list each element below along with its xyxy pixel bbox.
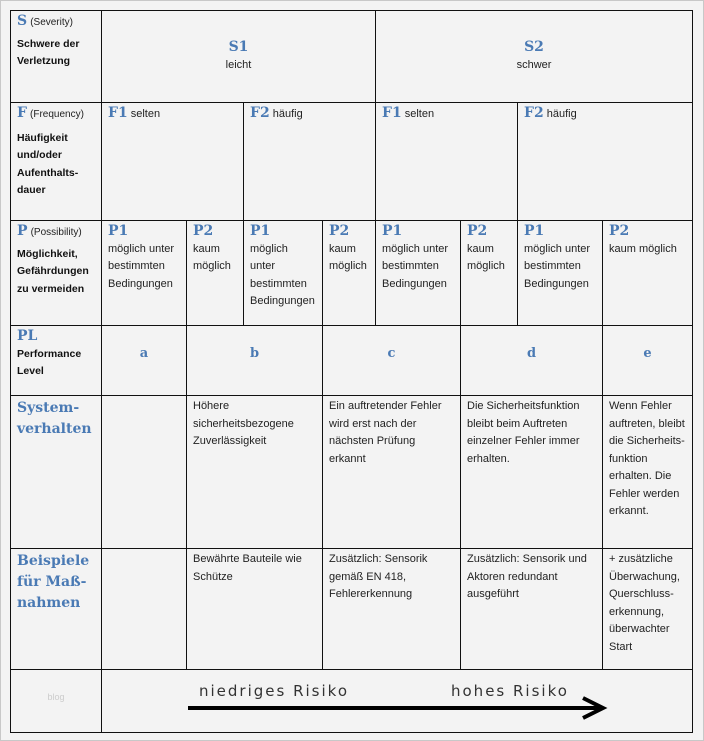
possibility-code: P1 bbox=[108, 223, 129, 239]
frequency-text: häufig bbox=[546, 108, 577, 120]
examples-text: Bewährte Bauteile wie Schütze bbox=[193, 553, 302, 583]
pl-level-cell: e bbox=[602, 325, 693, 396]
pl-letter: PL bbox=[17, 328, 38, 344]
possibility-code: P2 bbox=[329, 223, 350, 239]
pl-level-cell: c bbox=[322, 325, 461, 396]
possibility-cell: P1 möglich unter bestimmten Bedingungen bbox=[101, 220, 187, 326]
pl-level: a bbox=[139, 346, 149, 361]
examples-cell: Bewährte Bauteile wie Schütze bbox=[186, 548, 323, 670]
pl-level-cell: d bbox=[460, 325, 603, 396]
frequency-en: (Frequency) bbox=[30, 109, 84, 120]
frequency-code: F2 bbox=[524, 105, 544, 121]
possibility-cell: P2 kaum möglich bbox=[322, 220, 376, 326]
possibility-cell: P1 möglich unter bestimmten Bedingungen bbox=[517, 220, 603, 326]
examples-cell bbox=[101, 548, 187, 670]
s2-cell: S2 schwer bbox=[375, 10, 693, 103]
system-cell: Höhere sicherheitsbezogene Zuverlässigke… bbox=[186, 395, 323, 549]
examples-text: Zusätzlich: Sensorik und Aktoren redunda… bbox=[467, 553, 587, 600]
system-text: Ein auftretender Fehler wird erst nach d… bbox=[329, 400, 442, 465]
examples-cell: Zusätzlich: Sensorik gemäß EN 418, Fehle… bbox=[322, 548, 461, 670]
severity-en: (Severity) bbox=[30, 17, 73, 28]
possibility-cell: P2 kaum möglich bbox=[602, 220, 693, 326]
possibility-cell: P1 möglich unter bestimmten Bedingungen bbox=[243, 220, 323, 326]
possibility-code: P1 bbox=[382, 223, 403, 239]
low-risk-label: niedriges Risiko bbox=[199, 682, 349, 700]
s2-code: S2 bbox=[524, 39, 544, 55]
possibility-code: P2 bbox=[193, 223, 214, 239]
frequency-label-cell: F (Frequency) Häufigkeit und/oder Aufent… bbox=[10, 102, 102, 221]
footer-left-cell: blog bbox=[10, 669, 102, 733]
possibility-text: möglich unter bestimmten Bedingungen bbox=[108, 242, 175, 290]
possibility-text: möglich unter bestimmten Bedingungen bbox=[382, 242, 449, 290]
system-cell: Ein auftretender Fehler wird erst nach d… bbox=[322, 395, 461, 549]
frequency-cell: F2 häufig bbox=[243, 102, 376, 221]
frequency-code: F1 bbox=[108, 105, 128, 121]
frequency-cell: F1 selten bbox=[375, 102, 518, 221]
system-cell: Wenn Fehler auftreten, bleibt die Sicher… bbox=[602, 395, 693, 549]
arrow-right-icon bbox=[188, 696, 608, 720]
frequency-text: selten bbox=[130, 108, 161, 120]
possibility-code: P2 bbox=[467, 223, 488, 239]
possibility-text: möglich unter bestimmten Bedingungen bbox=[524, 242, 591, 290]
possibility-text: kaum möglich bbox=[193, 242, 231, 273]
pl-level: c bbox=[387, 346, 396, 361]
system-text: Höhere sicherheitsbezogene Zuverlässigke… bbox=[193, 400, 294, 447]
pl-level: e bbox=[643, 346, 652, 361]
possibility-code: P1 bbox=[524, 223, 545, 239]
severity-label-cell: S (Severity) Schwere der Verletzung bbox=[10, 10, 102, 103]
pl-level-cell: a bbox=[101, 325, 187, 396]
examples-cell: Zusätzlich: Sensorik und Aktoren redunda… bbox=[460, 548, 603, 670]
frequency-code: F1 bbox=[382, 105, 402, 121]
frequency-text: häufig bbox=[272, 108, 303, 120]
severity-letter: S bbox=[17, 13, 28, 29]
s1-text: leicht bbox=[225, 58, 252, 71]
system-label-cell: System-verhalten bbox=[10, 395, 102, 549]
s2-text: schwer bbox=[516, 58, 552, 71]
possibility-text: kaum möglich bbox=[609, 242, 677, 255]
system-text: Die Sicherheitsfunktion bleibt beim Auft… bbox=[467, 400, 580, 465]
frequency-de: Häufigkeit und/oder Aufenthalts-dauer bbox=[17, 131, 79, 197]
pl-level: d bbox=[526, 346, 537, 361]
frequency-text: selten bbox=[404, 108, 435, 120]
s1-cell: S1 leicht bbox=[101, 10, 376, 103]
possibility-cell: P2 kaum möglich bbox=[460, 220, 518, 326]
examples-label-cell: Beispiele für Maß-nahmen bbox=[10, 548, 102, 670]
possibility-de: Möglichkeit, Gefährdungen zu vermeiden bbox=[17, 247, 89, 295]
watermark: blog bbox=[47, 692, 65, 702]
system-text: Wenn Fehler auftreten, bleibt die Sicher… bbox=[609, 400, 685, 517]
frequency-code: F2 bbox=[250, 105, 270, 121]
frequency-cell: F2 häufig bbox=[517, 102, 693, 221]
examples-text: Zusätzlich: Sensorik gemäß EN 418, Fehle… bbox=[329, 553, 428, 600]
system-cell bbox=[101, 395, 187, 549]
possibility-cell: P2 kaum möglich bbox=[186, 220, 244, 326]
pl-label-cell: PL Performance Level bbox=[10, 325, 102, 396]
frequency-cell: F1 selten bbox=[101, 102, 244, 221]
pl-level-cell: b bbox=[186, 325, 323, 396]
s1-code: S1 bbox=[228, 39, 249, 55]
possibility-code: P1 bbox=[250, 223, 271, 239]
frequency-letter: F bbox=[17, 105, 27, 121]
possibility-code: P2 bbox=[609, 223, 630, 239]
high-risk-label: hohes Risiko bbox=[451, 682, 569, 700]
possibility-label-cell: P (Possibility) Möglichkeit, Gefährdunge… bbox=[10, 220, 102, 326]
severity-de: Schwere der Verletzung bbox=[17, 37, 80, 68]
pl-level: b bbox=[249, 346, 260, 361]
possibility-cell: P1 möglich unter bestimmten Bedingungen bbox=[375, 220, 461, 326]
examples-text: + zusätzliche Überwachung, Querschluss-e… bbox=[609, 553, 680, 653]
pl-label: Performance Level bbox=[17, 347, 82, 378]
examples-cell: + zusätzliche Überwachung, Querschluss-e… bbox=[602, 548, 693, 670]
possibility-text: möglich unter bestimmten Bedingungen bbox=[250, 242, 315, 308]
possibility-en: (Possibility) bbox=[30, 227, 82, 238]
system-cell: Die Sicherheitsfunktion bleibt beim Auft… bbox=[460, 395, 603, 549]
possibility-text: kaum möglich bbox=[329, 242, 367, 273]
possibility-text: kaum möglich bbox=[467, 242, 505, 273]
possibility-letter: P bbox=[17, 223, 28, 239]
